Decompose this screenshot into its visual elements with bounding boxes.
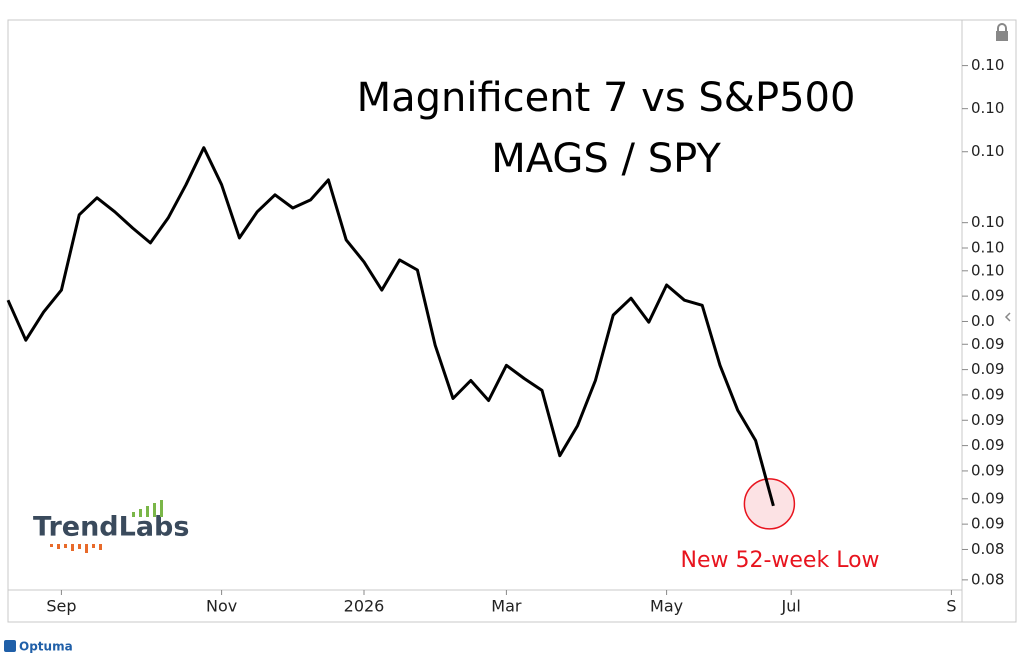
collapse-arrow[interactable]	[1004, 312, 1011, 322]
x-tick-label: Mar	[491, 597, 522, 616]
y-tick-label: 0.0	[971, 312, 995, 330]
y-tick-label: 0.08	[971, 540, 1004, 558]
y-tick-label: 0.09	[971, 335, 1004, 353]
y-tick-label: 0.10	[971, 142, 1004, 160]
annotation: New 52-week Low	[680, 548, 879, 573]
highlight-circle	[743, 478, 796, 530]
x-axis-frame	[7, 589, 963, 623]
watermark: TrendLabs	[33, 512, 189, 543]
y-tick-label: 0.09	[971, 436, 1004, 454]
y-tick-label: 0.10	[971, 99, 1004, 117]
y-tick-label: 0.09	[971, 287, 1004, 305]
x-tick-label: 2026	[344, 597, 385, 616]
x-tick-label: Jul	[781, 597, 801, 616]
y-tick-label: 0.09	[971, 461, 1004, 479]
watermark-bars	[132, 500, 163, 517]
line	[6, 146, 775, 507]
x-tick-label: S	[946, 597, 956, 616]
chart-subtitle: MAGS / SPY	[491, 136, 721, 182]
footer-logo	[4, 640, 16, 652]
y-tick-label: 0.10	[971, 261, 1004, 279]
y-tick-label: 0.09	[971, 360, 1004, 378]
watermark-dots	[50, 544, 102, 553]
chart-title: Magnificent 7 vs S&P500	[357, 75, 856, 121]
x-tick-label: May	[650, 597, 683, 616]
y-tick-label: 0.09	[971, 489, 1004, 507]
x-tick-label: Nov	[206, 597, 237, 616]
y-tick-label: 0.09	[971, 411, 1004, 429]
x-tick-label: Sep	[46, 597, 76, 616]
footer: Optuma	[19, 640, 73, 654]
y-tick-label: 0.10	[971, 239, 1004, 257]
y-tick-label: 0.10	[971, 56, 1004, 74]
y-tick-label: 0.10	[971, 213, 1004, 231]
lock-icon[interactable]	[996, 23, 1008, 41]
y-tick-label: 0.09	[971, 515, 1004, 533]
y-tick-label: 0.09	[971, 385, 1004, 403]
y-tick-label: 0.08	[971, 570, 1004, 588]
